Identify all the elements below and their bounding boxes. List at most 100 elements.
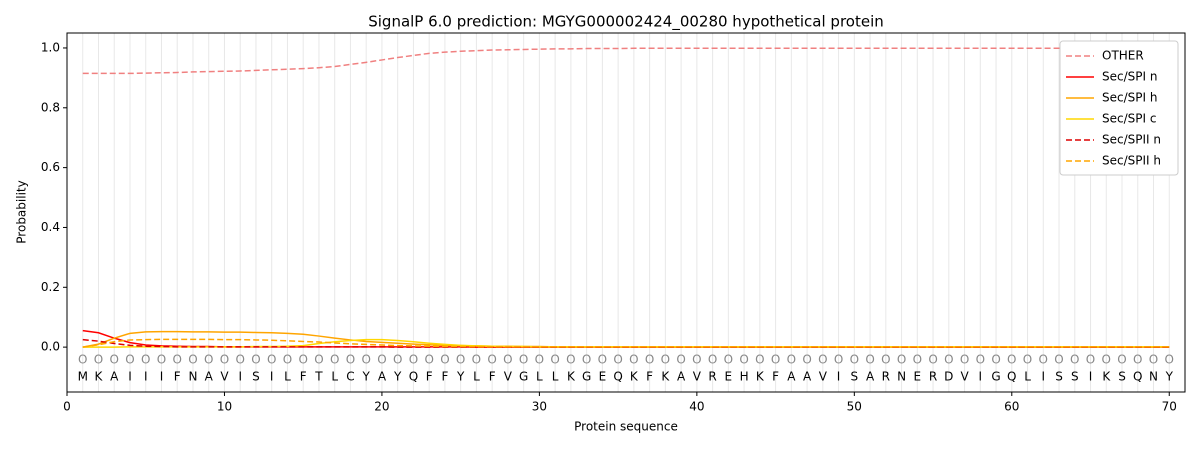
predicted-label: O	[1133, 353, 1142, 367]
residue: K	[630, 370, 639, 384]
residue: L	[552, 370, 559, 384]
predicted-label: O	[125, 353, 134, 367]
residue: V	[819, 370, 828, 384]
residue: Y	[456, 370, 465, 384]
residue: Q	[409, 370, 418, 384]
legend-label: Sec/SPI c	[1102, 112, 1156, 126]
residue: Q	[613, 370, 622, 384]
predicted-label: O	[472, 353, 481, 367]
predicted-label: O	[78, 353, 87, 367]
y-tick-label: 0.2	[41, 280, 60, 294]
predicted-label: O	[283, 353, 292, 367]
predicted-label: O	[818, 353, 827, 367]
predicted-label: O	[1086, 353, 1095, 367]
plot-frame	[66, 32, 1186, 393]
residue: K	[1102, 370, 1111, 384]
predicted-label: O	[110, 353, 119, 367]
residue: L	[284, 370, 291, 384]
legend-label: Sec/SPII h	[1102, 154, 1161, 168]
residue: L	[1024, 370, 1031, 384]
predicted-label: O	[141, 353, 150, 367]
residue: L	[536, 370, 543, 384]
predicted-label: O	[1039, 353, 1048, 367]
residue: E	[725, 370, 733, 384]
residue: I	[160, 370, 164, 384]
predicted-label: O	[834, 353, 843, 367]
residue: I	[979, 370, 983, 384]
residue: M	[78, 370, 88, 384]
residue: I	[1042, 370, 1046, 384]
residue: V	[504, 370, 513, 384]
residue: L	[331, 370, 338, 384]
chart-title: SignalP 6.0 prediction: MGYG000002424_00…	[368, 13, 884, 32]
residue: Y	[1165, 370, 1174, 384]
predicted-label: O	[251, 353, 260, 367]
residue: I	[238, 370, 242, 384]
residue: F	[174, 370, 181, 384]
legend-box	[1059, 40, 1179, 176]
predicted-label: O	[456, 353, 465, 367]
predicted-label: O	[692, 353, 701, 367]
predicted-label: O	[519, 353, 528, 367]
predicted-label: O	[409, 353, 418, 367]
residue: F	[489, 370, 496, 384]
residue: A	[205, 370, 214, 384]
predicted-label: O	[1165, 353, 1174, 367]
legend-label: Sec/SPI h	[1102, 91, 1157, 105]
residue: A	[677, 370, 686, 384]
predicted-label: O	[613, 353, 622, 367]
residue: A	[378, 370, 387, 384]
predicted-label: O	[991, 353, 1000, 367]
residue: A	[866, 370, 875, 384]
residue: Y	[362, 370, 371, 384]
predicted-label: O	[881, 353, 890, 367]
x-tick-label: 30	[532, 400, 547, 414]
predicted-label: O	[393, 353, 402, 367]
predicted-label: O	[267, 353, 276, 367]
residue: N	[897, 370, 906, 384]
residue: K	[567, 370, 576, 384]
residue: S	[851, 370, 859, 384]
predicted-label: O	[1054, 353, 1063, 367]
residue: F	[772, 370, 779, 384]
residue: L	[473, 370, 480, 384]
predicted-label: O	[235, 353, 244, 367]
residue: E	[599, 370, 607, 384]
predicted-label: O	[850, 353, 859, 367]
legend-label: Sec/SPI n	[1102, 70, 1157, 84]
predicted-label: O	[440, 353, 449, 367]
predicted-label: O	[739, 353, 748, 367]
residue: Q	[1133, 370, 1142, 384]
predicted-label: O	[755, 353, 764, 367]
residue: C	[346, 370, 354, 384]
predicted-label: O	[346, 353, 355, 367]
x-tick-label: 40	[689, 400, 704, 414]
residue: T	[314, 370, 323, 384]
predicted-label: O	[314, 353, 323, 367]
predicted-label: O	[724, 353, 733, 367]
residue: K	[95, 370, 104, 384]
predicted-label: O	[204, 353, 213, 367]
predicted-label: O	[487, 353, 496, 367]
predicted-label: O	[645, 353, 654, 367]
residue: G	[991, 370, 1000, 384]
residue: R	[708, 370, 716, 384]
residue: R	[882, 370, 890, 384]
predicted-label: O	[298, 353, 307, 367]
predicted-label: O	[661, 353, 670, 367]
predicted-label: O	[503, 353, 512, 367]
residue: Q	[1007, 370, 1016, 384]
predicted-label: O	[787, 353, 796, 367]
legend-label: OTHER	[1102, 49, 1144, 63]
y-tick-label: 1.0	[41, 40, 60, 54]
predicted-label: O	[550, 353, 559, 367]
residue: K	[661, 370, 670, 384]
residue: K	[756, 370, 765, 384]
predicted-label: O	[897, 353, 906, 367]
predicted-label: O	[913, 353, 922, 367]
x-tick-label: 0	[63, 400, 71, 414]
y-tick-label: 0.0	[41, 340, 60, 354]
predicted-label: O	[865, 353, 874, 367]
legend-label: Sec/SPII n	[1102, 133, 1161, 147]
